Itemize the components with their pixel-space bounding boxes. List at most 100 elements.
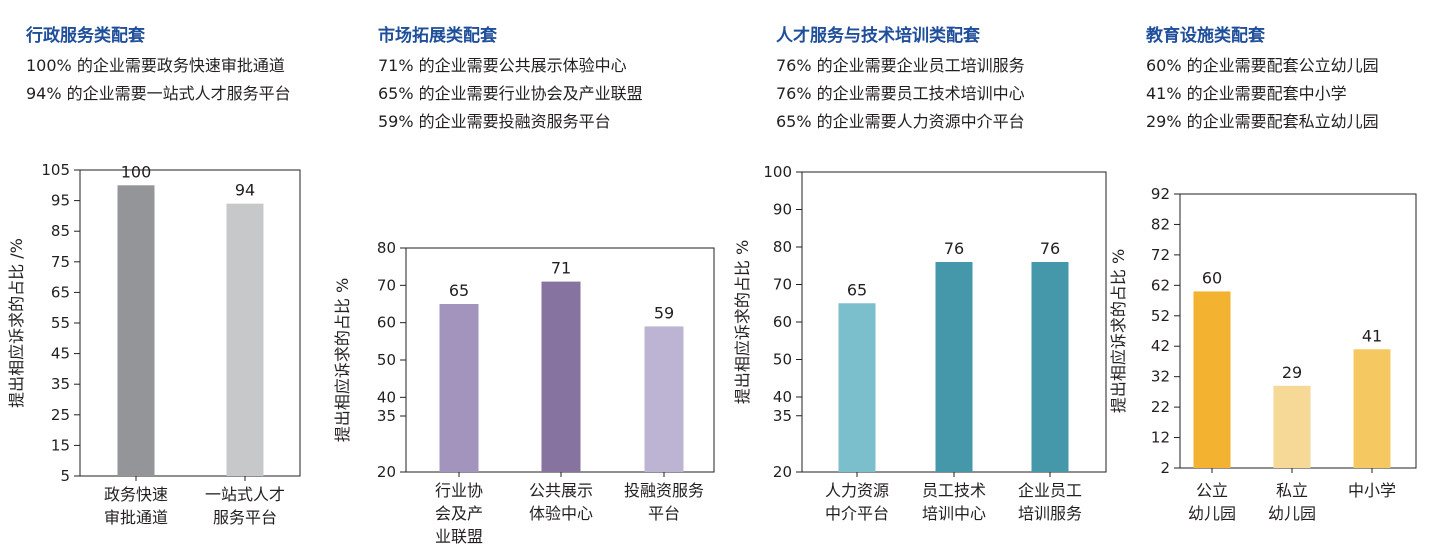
data-label: 71 [551, 259, 571, 278]
bar-chart-education-facilities: 92 82 72 62 52 42 32 22 12 2 提出相应诉求的占比 % 60 公立幼儿园 29 私… [1109, 185, 1417, 523]
y-tick-label: 85 [51, 222, 70, 240]
y-tick-label: 82 [1151, 215, 1170, 233]
panel-title: 市场拓展类配套 [378, 26, 497, 46]
y-tick-label: 90 [773, 201, 792, 219]
category-label: 公共展示 [529, 481, 593, 500]
bar [838, 303, 876, 472]
stat-line: 60% 的企业需要配套公立幼儿园 [1146, 56, 1379, 75]
bar [541, 281, 581, 472]
bar [439, 304, 479, 472]
y-tick-label: 80 [773, 238, 792, 256]
panel-education-facilities: 教育设施类配套 60% 的企业需要配套公立幼儿园 41% 的企业需要配套中小学 … [1100, 0, 1440, 556]
y-axis-label: 提出相应诉求的占比 % [733, 240, 752, 404]
category-label: 中小学 [1348, 481, 1396, 500]
category-label: 平台 [648, 504, 680, 523]
y-tick-label: 72 [1151, 246, 1170, 264]
y-tick-label: 105 [41, 161, 70, 179]
category-label: 企业员工 [1018, 481, 1082, 500]
panel-market-expansion: 市场拓展类配套 71% 的企业需要公共展示体验中心 65% 的企业需要行业协会及… [330, 0, 730, 556]
category-label: 体验中心 [529, 504, 593, 523]
y-tick-label: 35 [773, 407, 792, 425]
category-label: 审批通道 [104, 508, 168, 527]
stat-line: 71% 的企业需要公共展示体验中心 [378, 56, 627, 75]
panel-talent-training: 人才服务与技术培训类配套 76% 的企业需要企业员工培训服务 76% 的企业需要… [730, 0, 1120, 556]
panel-admin-services: 行政服务类配套 100% 的企业需要政务快速审批通道 94% 的企业需要一站式人… [0, 0, 360, 556]
panel-title: 人才服务与技术培训类配套 [776, 26, 980, 46]
stat-line: 59% 的企业需要投融资服务平台 [378, 112, 611, 131]
panel-title: 行政服务类配套 [26, 26, 145, 46]
category-label: 中介平台 [825, 504, 889, 523]
category-label: 公立 [1196, 481, 1228, 500]
category-label: 幼儿园 [1268, 504, 1316, 523]
y-tick-label: 65 [51, 283, 70, 301]
y-tick-label: 80 [377, 239, 396, 257]
category-label: 员工技术 [922, 481, 986, 500]
bar [1353, 349, 1391, 468]
y-tick-label: 35 [51, 375, 70, 393]
y-axis-label: 提出相应诉求的占比 /% [7, 238, 26, 408]
y-tick-label: 20 [377, 463, 396, 481]
y-tick-label: 95 [51, 192, 70, 210]
category-label: 私立 [1276, 481, 1308, 500]
data-label: 60 [1202, 268, 1222, 287]
y-tick-label: 15 [51, 436, 70, 454]
stat-line: 76% 的企业需要企业员工培训服务 [776, 56, 1025, 75]
y-tick-label: 42 [1151, 337, 1170, 355]
category-label: 会及产 [435, 504, 483, 523]
data-label: 29 [1282, 363, 1302, 382]
data-label: 65 [847, 280, 867, 299]
y-tick-label: 12 [1151, 429, 1170, 447]
category-label: 政务快速 [104, 485, 168, 504]
category-label: 培训服务 [1018, 504, 1082, 523]
y-tick-label: 50 [773, 351, 792, 369]
y-axis-label: 提出相应诉求的占比 % [333, 278, 352, 442]
y-tick-label: 35 [377, 407, 396, 425]
bar [1273, 385, 1311, 468]
category-label: 业联盟 [435, 527, 483, 546]
data-label: 76 [1040, 239, 1060, 258]
y-tick-label: 32 [1151, 368, 1170, 386]
y-tick-label: 62 [1151, 276, 1170, 294]
y-axis-label: 提出相应诉求的占比 % [1109, 249, 1128, 413]
data-label: 65 [449, 281, 469, 300]
plot-frame [79, 169, 301, 477]
y-tick-label: 55 [51, 314, 70, 332]
y-tick-label: 40 [773, 388, 792, 406]
stat-line: 29% 的企业需要配套私立幼儿园 [1146, 112, 1379, 131]
y-tick-label: 40 [377, 388, 396, 406]
stat-line: 94% 的企业需要一站式人才服务平台 [26, 84, 291, 103]
category-label: 人力资源 [825, 481, 889, 500]
y-tick-label: 25 [51, 406, 70, 424]
bar [644, 326, 684, 472]
data-label: 76 [944, 239, 964, 258]
stat-line: 76% 的企业需要员工技术培训中心 [776, 84, 1025, 103]
bar [1031, 262, 1069, 472]
category-label: 投融资服务 [624, 481, 704, 500]
y-tick-label: 70 [773, 276, 792, 294]
bar [935, 262, 973, 472]
data-label: 94 [235, 181, 255, 200]
data-label: 41 [1362, 326, 1382, 345]
stat-line: 100% 的企业需要政务快速审批通道 [26, 56, 285, 75]
y-tick-label: 92 [1151, 185, 1170, 203]
stat-line: 65% 的企业需要人力资源中介平台 [776, 112, 1025, 131]
y-tick-label: 45 [51, 345, 70, 363]
y-tick-label: 70 [377, 276, 396, 294]
stat-line: 65% 的企业需要行业协会及产业联盟 [378, 84, 643, 103]
panel-title: 教育设施类配套 [1146, 26, 1265, 46]
y-tick-label: 2 [1160, 459, 1170, 477]
y-tick-label: 20 [773, 463, 792, 481]
y-tick-label: 75 [51, 253, 70, 271]
category-label: 幼儿园 [1188, 504, 1236, 523]
bar [117, 185, 155, 477]
y-tick-label: 100 [763, 163, 792, 181]
y-tick-label: 5 [60, 467, 70, 485]
y-tick-label: 50 [377, 351, 396, 369]
y-tick-label: 52 [1151, 307, 1170, 325]
bar [1193, 291, 1231, 468]
category-label: 服务平台 [213, 508, 277, 527]
category-label: 培训中心 [922, 504, 986, 523]
data-label: 100 [121, 162, 152, 181]
